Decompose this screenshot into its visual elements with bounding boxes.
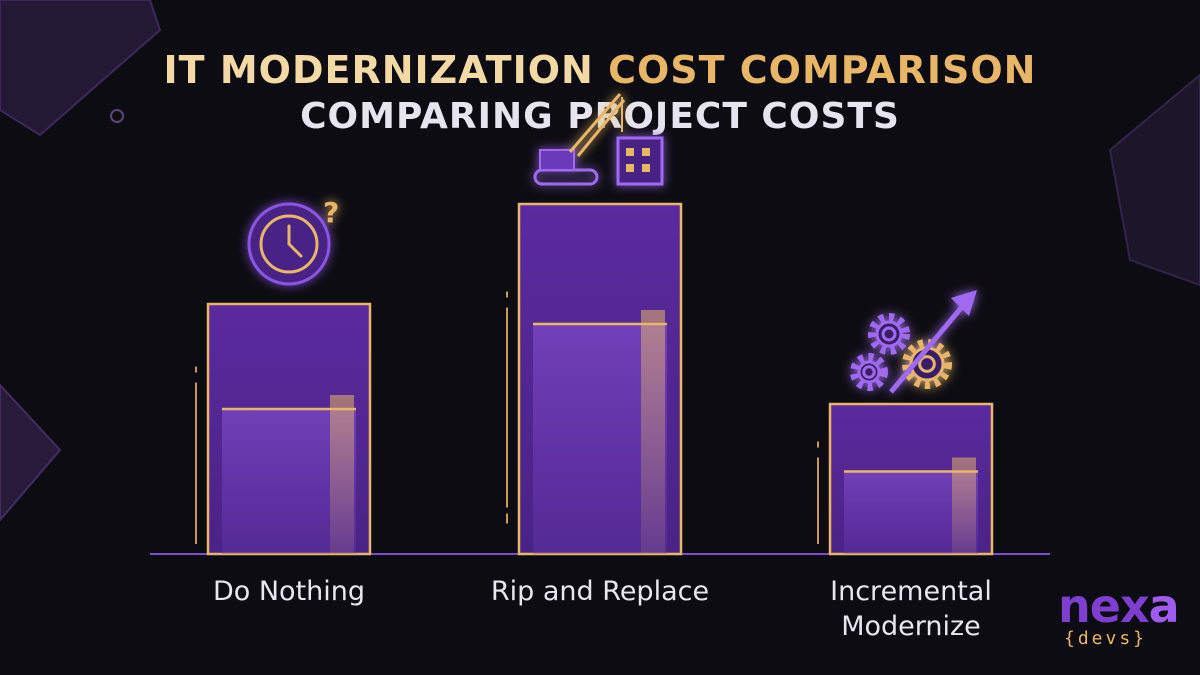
title-part-1: IT MODERNIZATION [163,48,609,92]
clock-question-icon: ? [247,196,339,286]
bar-highlight-strip [330,395,354,554]
category-label: Do Nothing [212,576,366,607]
svg-text:?: ? [323,196,339,229]
gears-growth-arrow-icon [850,290,977,394]
category-label: Incremental Modernize [830,576,992,642]
bar-group [817,402,994,556]
bar-highlight-strip [952,457,976,554]
bar-group [195,302,372,556]
nexa-devs-logo: nexa {devs} [1058,579,1180,649]
category-label: Rip and Replace [490,576,710,607]
title-highlight: COST COMPARISON [608,48,1037,92]
chart-title: IT MODERNIZATION COST COMPARISON [0,48,1200,92]
bar-highlight-strip [641,310,665,554]
bar-group [506,202,683,556]
crane-demolition-icon [533,93,664,186]
